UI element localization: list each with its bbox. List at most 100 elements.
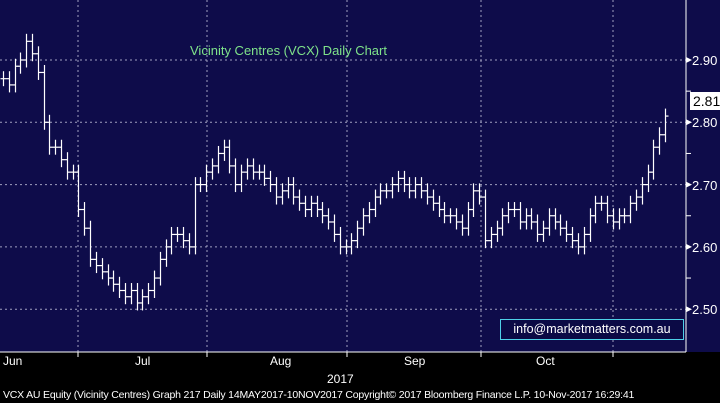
- ohlc-bar: [296, 189, 303, 211]
- ohlc-bar: [215, 145, 222, 174]
- y-tick-marker: [686, 119, 692, 126]
- ohlc-bar: [308, 195, 315, 217]
- chart-title: Vicinity Centres (VCX) Daily Chart: [190, 43, 387, 58]
- ohlc-bar: [81, 202, 88, 236]
- ohlc-bar: [128, 283, 135, 305]
- ohlc-bar: [360, 208, 367, 236]
- y-tick-label: 2.50: [692, 302, 718, 318]
- ohlc-bar: [139, 289, 146, 311]
- ohlc-bar: [534, 214, 541, 242]
- ohlc-bar: [488, 226, 495, 249]
- ohlc-bar: [116, 276, 123, 298]
- ohlc-bar: [23, 33, 30, 68]
- y-tick-marker: [686, 243, 692, 250]
- ohlc-bar: [46, 114, 53, 155]
- ohlc-bar: [528, 208, 535, 230]
- ohlc-bar: [430, 189, 437, 211]
- ohlc-bar: [482, 189, 489, 249]
- ohlc-bar: [209, 158, 216, 180]
- ohlc-bar: [389, 177, 396, 199]
- ohlc-bar: [517, 202, 524, 230]
- ohlc-bar: [151, 270, 158, 298]
- y-axis-area: [686, 0, 720, 352]
- ohlc-bar: [383, 183, 390, 199]
- ohlc-bar: [459, 214, 466, 236]
- ohlc-bar: [0, 71, 7, 87]
- ohlc-bar: [180, 226, 187, 249]
- ohlc-bar: [267, 170, 274, 193]
- y-tick-label: 2.60: [692, 239, 718, 255]
- ohlc-bar: [441, 202, 448, 224]
- ohlc-bar: [6, 71, 13, 93]
- ohlc-bar: [273, 177, 280, 205]
- ohlc-bar: [412, 177, 419, 199]
- ohlc-bar: [250, 158, 257, 180]
- x-axis-year: 2017: [327, 372, 354, 386]
- ohlc-bar: [569, 226, 576, 249]
- ohlc-bar: [87, 220, 94, 267]
- ohlc-bar: [662, 108, 669, 143]
- ohlc-bar: [377, 183, 384, 205]
- ohlc-bar: [203, 164, 210, 193]
- ohlc-bar: [348, 233, 355, 255]
- ohlc-bar: [581, 226, 588, 255]
- ohlc-bar: [122, 283, 129, 305]
- ohlc-bar: [395, 170, 402, 193]
- ohlc-bar: [290, 177, 297, 205]
- ohlc-bar: [540, 220, 547, 242]
- ohlc-bar: [354, 220, 361, 249]
- ohlc-bar: [476, 183, 483, 205]
- ohlc-bar: [563, 220, 570, 242]
- ohlc-bar: [325, 208, 332, 230]
- ohlc-bar: [279, 183, 286, 205]
- ohlc-bar: [157, 251, 164, 286]
- ohlc-bar: [168, 226, 175, 255]
- ohlc-bar: [575, 233, 582, 255]
- ohlc-bar: [499, 208, 506, 236]
- ohlc-bar: [546, 208, 553, 236]
- ohlc-bar: [627, 195, 634, 224]
- ohlc-bar: [64, 152, 71, 180]
- y-tick-marker: [686, 57, 692, 63]
- ohlc-bar: [650, 139, 657, 180]
- ohlc-bar: [470, 183, 477, 217]
- y-tick-label: 2.90: [692, 53, 718, 68]
- ohlc-bar: [331, 214, 338, 242]
- watermark: info@marketmatters.com.au: [500, 319, 684, 340]
- ohlc-bar: [17, 52, 24, 74]
- ohlc-bar: [319, 202, 326, 224]
- ohlc-bar: [424, 183, 431, 205]
- ohlc-bar: [75, 164, 82, 217]
- ohlc-bar: [592, 195, 599, 224]
- ohlc-bar: [656, 127, 663, 155]
- ohlc-bar: [29, 33, 36, 62]
- ohlc-bar: [610, 208, 617, 230]
- ohlc-bar: [633, 189, 640, 211]
- ohlc-bar: [557, 214, 564, 236]
- ohlc-bar: [604, 195, 611, 224]
- ohlc-bar: [186, 233, 193, 255]
- ohlc-bar: [366, 202, 373, 224]
- ohlc-bar: [244, 158, 251, 180]
- ohlc-bar: [226, 139, 233, 174]
- x-month-label: Oct: [536, 354, 555, 368]
- x-month-label: Jun: [3, 354, 23, 368]
- ohlc-bar: [238, 164, 245, 193]
- ohlc-bar: [93, 251, 100, 274]
- ohlc-bar: [197, 177, 204, 193]
- ohlc-bar: [110, 270, 117, 292]
- ohlc-bar: [621, 208, 628, 224]
- y-tick-label: 2.70: [692, 177, 718, 193]
- ohlc-bar: [406, 177, 413, 199]
- ohlc-bar: [418, 177, 425, 199]
- ohlc-bar: [145, 283, 152, 305]
- ohlc-bar: [35, 46, 42, 80]
- ohlc-bar: [453, 208, 460, 230]
- x-month-label: Jul: [135, 354, 151, 368]
- y-tick-label: 2.80: [692, 115, 718, 131]
- last-price-tag: 2.81: [690, 92, 720, 110]
- x-month-label: Aug: [270, 354, 292, 368]
- footer-info: VCX AU Equity (Vicinity Centres) Graph 2…: [3, 389, 635, 401]
- ohlc-bar: [58, 139, 65, 168]
